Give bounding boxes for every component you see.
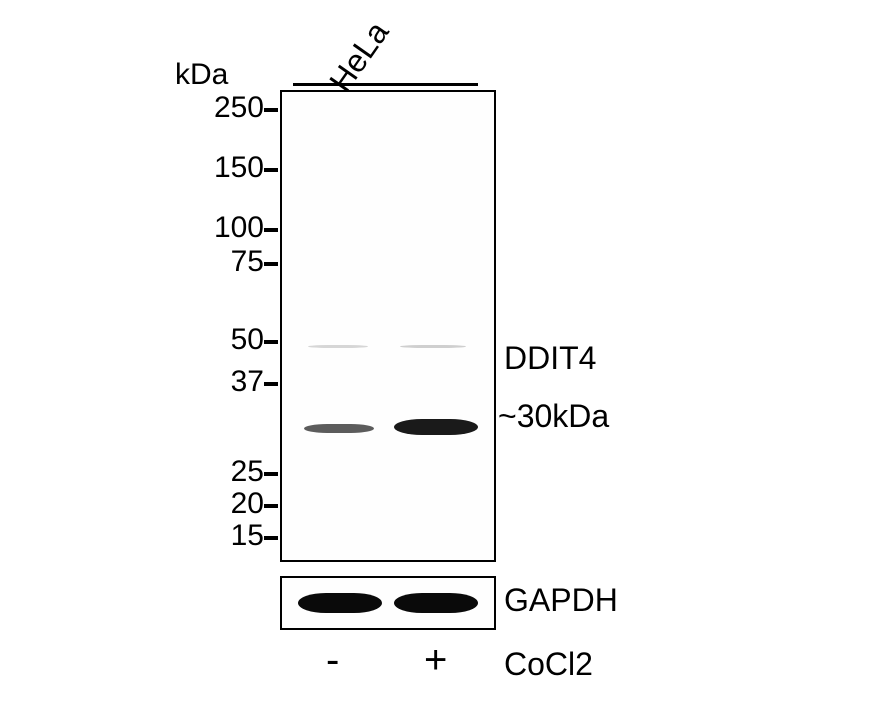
treatment-label: CoCl2 [504, 648, 593, 680]
treatment-plus: + [424, 640, 447, 680]
ladder-tick-15 [264, 536, 278, 540]
ladder-mark-15: 15 [231, 521, 264, 551]
faint-band-lane2 [400, 345, 466, 348]
target-label: DDIT4 [504, 342, 596, 374]
ladder-mark-20: 20 [231, 489, 264, 519]
ladder-mark-150: 150 [214, 153, 264, 183]
ladder-tick-50 [264, 340, 278, 344]
ladder-mark-50: 50 [231, 325, 264, 355]
ddit4-band-lane1 [304, 424, 374, 433]
ladder-mark-250: 250 [214, 93, 264, 123]
ladder-mark-100: 100 [214, 213, 264, 243]
ladder-tick-20 [264, 504, 278, 508]
mw-label: ~30kDa [498, 400, 609, 432]
loading-label: GAPDH [504, 584, 618, 616]
gapdh-band-lane1 [298, 593, 382, 613]
ladder-mark-37: 37 [231, 367, 264, 397]
sample-label-underline [293, 83, 478, 86]
ladder-unit-label: kDa [175, 60, 228, 90]
ladder-tick-250 [264, 108, 278, 112]
loading-blot [280, 576, 496, 630]
gapdh-band-lane2 [394, 593, 478, 613]
ladder-tick-150 [264, 168, 278, 172]
figure-root: kDa HeLa 250 150 100 75 50 37 25 20 15 D… [0, 0, 888, 711]
ladder-tick-75 [264, 262, 278, 266]
ladder-mark-75: 75 [231, 247, 264, 277]
treatment-minus: - [326, 640, 339, 680]
ladder-tick-25 [264, 472, 278, 476]
faint-band-lane1 [308, 345, 368, 348]
ladder-mark-25: 25 [231, 457, 264, 487]
ddit4-band-lane2 [394, 419, 478, 435]
main-blot [280, 90, 496, 562]
ladder-tick-100 [264, 228, 278, 232]
ladder-tick-37 [264, 382, 278, 386]
